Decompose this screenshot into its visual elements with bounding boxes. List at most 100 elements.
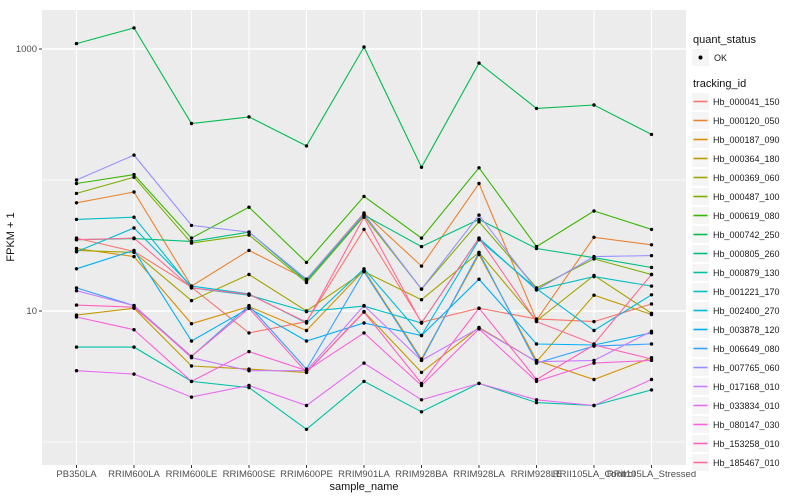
data-point — [74, 41, 79, 46]
data-point — [132, 305, 136, 309]
data-point — [649, 302, 654, 306]
data-point — [247, 115, 251, 119]
data-point — [534, 377, 539, 382]
data-point — [477, 306, 481, 310]
data-point — [189, 298, 194, 303]
data-point — [419, 333, 424, 338]
y-tick-label-1000: 1000 — [16, 44, 37, 55]
legend-entry-label: Hb_006649_080 — [713, 344, 780, 354]
data-point — [534, 400, 539, 405]
data-point — [534, 106, 539, 111]
data-point — [419, 410, 424, 414]
legend-entry-label: Hb_007765_060 — [713, 363, 780, 373]
data-point — [649, 388, 654, 392]
data-point — [132, 190, 136, 194]
data-point — [649, 357, 654, 361]
data-point — [477, 327, 481, 331]
data-point — [132, 172, 136, 177]
data-point — [592, 274, 596, 279]
x-tick-label: RRIM928LA — [453, 469, 505, 480]
data-point — [649, 311, 654, 315]
data-point — [247, 205, 251, 209]
data-point — [132, 236, 136, 240]
data-point — [189, 239, 194, 244]
data-point — [477, 181, 481, 186]
data-point — [592, 358, 596, 363]
data-point — [649, 377, 654, 382]
data-point — [74, 303, 79, 307]
x-axis-title: sample_name — [329, 481, 398, 493]
data-point — [74, 369, 79, 373]
data-point — [649, 329, 654, 333]
data-point — [189, 236, 194, 240]
data-point — [419, 381, 424, 386]
data-point — [74, 178, 79, 182]
data-point — [247, 306, 251, 310]
x-tick-label: RRIM600PE — [280, 469, 333, 480]
data-point — [304, 309, 309, 314]
data-point — [304, 427, 309, 431]
data-point — [362, 310, 366, 314]
data-point — [132, 372, 136, 376]
data-point — [132, 226, 136, 230]
axis-tick-marks — [39, 48, 652, 468]
legend-entry-label: Hb_000120_050 — [713, 116, 780, 126]
x-tick-label: RRIM901LA — [338, 469, 390, 480]
y-tick-label-10: 10 — [26, 306, 37, 317]
legend-tracking-id-title: tracking_id — [693, 78, 746, 90]
data-point — [649, 272, 654, 277]
data-point — [247, 233, 251, 237]
data-point — [362, 379, 366, 384]
data-point — [477, 61, 481, 65]
data-point — [592, 235, 596, 239]
data-point — [534, 360, 539, 364]
data-points — [74, 26, 654, 431]
data-point — [189, 223, 194, 228]
ok-point-icon — [698, 55, 703, 60]
data-point — [132, 175, 136, 179]
data-point — [362, 194, 366, 199]
data-point — [189, 121, 194, 126]
data-point — [534, 398, 539, 402]
data-point — [247, 272, 251, 277]
data-point — [304, 370, 309, 375]
legend-entry-label: Hb_000879_130 — [713, 268, 780, 278]
data-point — [132, 248, 136, 253]
data-point — [132, 153, 136, 157]
data-point — [304, 403, 309, 408]
data-point — [362, 215, 366, 219]
data-point — [592, 361, 596, 365]
data-point — [477, 213, 481, 217]
data-point — [247, 369, 251, 373]
data-point — [592, 103, 596, 107]
data-point — [592, 209, 596, 213]
data-point — [534, 319, 539, 324]
data-point — [419, 370, 424, 375]
legend-entry-label: Hb_000041_150 — [713, 97, 780, 107]
data-point — [304, 320, 309, 324]
y-axis-title: FPKM + 1 — [5, 212, 17, 261]
legend-entry-label: Hb_003878_120 — [713, 325, 780, 335]
legend-entry-label: Hb_000487_100 — [713, 192, 780, 202]
data-point — [304, 277, 309, 281]
data-point — [477, 277, 481, 281]
data-point — [419, 287, 424, 291]
data-point — [132, 254, 136, 259]
data-point — [362, 269, 366, 274]
data-point — [362, 267, 366, 271]
data-point — [419, 236, 424, 240]
data-point — [419, 264, 424, 268]
legend-entry-label: Hb_033834_010 — [713, 401, 780, 411]
data-point — [74, 217, 79, 222]
data-point — [247, 349, 251, 354]
data-point — [189, 339, 194, 343]
data-point — [189, 364, 194, 368]
data-point — [362, 227, 366, 232]
data-point — [592, 254, 596, 259]
data-point — [362, 212, 366, 216]
data-point — [362, 303, 366, 308]
data-point — [477, 381, 481, 386]
data-point — [304, 328, 309, 333]
data-point — [649, 293, 654, 297]
data-point — [649, 253, 654, 258]
